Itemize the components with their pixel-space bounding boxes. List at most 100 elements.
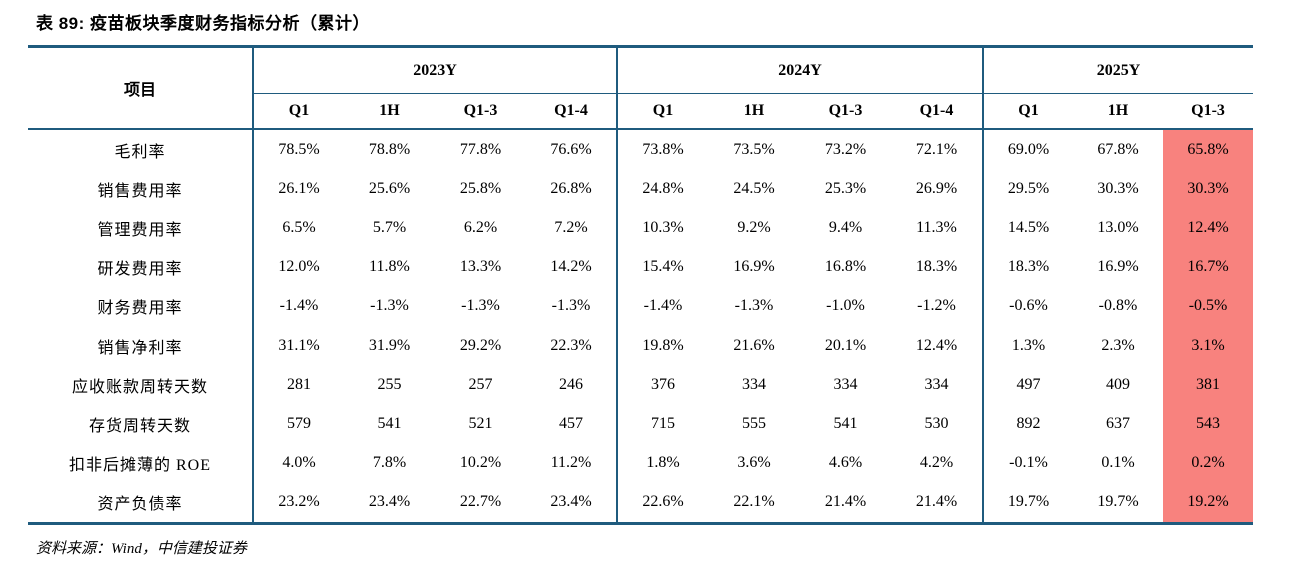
cell: 30.3%	[1097, 179, 1139, 197]
row-label: 销售净利率	[97, 339, 183, 357]
cell: 73.2%	[824, 140, 867, 158]
quarter-header-2025-1h: 1H	[1073, 93, 1163, 130]
cell: 76.6%	[550, 140, 592, 158]
quarter-header-2025-q1: Q1	[982, 93, 1073, 130]
quarter-header-2024-q1-3: Q1-3	[800, 93, 891, 130]
cell-highlighted: 12.4%	[1163, 208, 1254, 248]
cell: 6.5%	[252, 208, 344, 248]
cell: 25.6%	[368, 179, 411, 197]
cell: 22.7%	[459, 493, 502, 511]
year-header-2023: 2023Y	[252, 46, 617, 94]
table-row-inventory-turnover-days: 存货周转天数 579 541 521 457 715 555 541 530 8…	[28, 404, 1254, 444]
row-label: 销售费用率	[97, 182, 183, 200]
cell: 67.8%	[1097, 140, 1139, 158]
cell: 6.2%	[463, 218, 498, 236]
cell: 10.2%	[459, 454, 502, 472]
cell: 14.2%	[550, 258, 592, 276]
cell: 637	[1106, 414, 1130, 432]
cell: 246	[559, 375, 583, 393]
cell: 22.1%	[733, 493, 775, 511]
source-note: 资料来源：Wind，中信建投证券	[36, 540, 247, 557]
row-label: 财务费用率	[97, 300, 183, 318]
cell: 16.9%	[1097, 258, 1139, 276]
cell: -1.3%	[551, 297, 591, 315]
cell: 78.5%	[252, 129, 344, 170]
cell: 334	[833, 375, 858, 393]
cell: 376	[616, 365, 708, 405]
quarter-header-2023-1h: 1H	[344, 93, 435, 130]
table-row-selling-expense-ratio: 销售费用率 26.1% 25.6% 25.8% 26.8% 24.8% 24.5…	[28, 169, 1254, 209]
quarter-header-2024-1h: 1H	[708, 93, 800, 130]
cell: 25.8%	[459, 179, 502, 197]
cell: 579	[252, 404, 344, 444]
year-header-2024: 2024Y	[616, 46, 983, 94]
row-label: 存货周转天数	[88, 417, 191, 435]
cell: 257	[468, 375, 493, 393]
cell: 77.8%	[459, 140, 502, 158]
cell-highlighted: 30.3%	[1163, 169, 1254, 209]
cell: 521	[468, 414, 493, 432]
cell: 23.4%	[368, 493, 411, 511]
cell: 26.8%	[550, 179, 592, 197]
cell: 281	[252, 365, 344, 405]
quarter-header-2023-q1-4: Q1-4	[526, 93, 617, 130]
financial-indicators-table: 项目 2023Y 2024Y 2025Y Q1 1H Q1-3 Q1-4 Q1 …	[28, 45, 1254, 525]
cell: 21.4%	[824, 493, 867, 511]
table-row-gross-margin: 毛利率 78.5% 78.8% 77.8% 76.6% 73.8% 73.5% …	[28, 129, 1254, 170]
cell: 9.4%	[828, 218, 863, 236]
cell: 21.4%	[915, 493, 958, 511]
cell: 19.7%	[1097, 493, 1139, 511]
cell: 5.7%	[372, 218, 407, 236]
cell: 7.2%	[554, 218, 588, 236]
cell: 22.3%	[550, 336, 592, 354]
cell: 26.9%	[915, 179, 958, 197]
cell: -1.3%	[734, 297, 774, 315]
cell-highlighted: 16.7%	[1163, 247, 1254, 287]
cell: 31.1%	[252, 325, 344, 366]
cell: -1.2%	[917, 297, 956, 315]
cell: 555	[742, 414, 766, 432]
cell: -1.3%	[370, 297, 409, 315]
cell: 73.8%	[616, 129, 708, 170]
cell: 24.5%	[733, 179, 775, 197]
cell: 26.1%	[252, 169, 344, 209]
cell: 4.2%	[919, 454, 954, 472]
cell: 19.7%	[982, 482, 1073, 524]
cell: 31.9%	[368, 336, 411, 354]
cell-highlighted: 19.2%	[1163, 482, 1254, 524]
cell: 0.1%	[1101, 454, 1135, 472]
cell-highlighted: -0.5%	[1163, 286, 1254, 326]
cell: 16.9%	[733, 258, 775, 276]
cell: 3.6%	[737, 454, 771, 472]
table-row-finance-expense-ratio: 财务费用率 -1.4% -1.3% -1.3% -1.3% -1.4% -1.3…	[28, 286, 1254, 326]
cell: 715	[616, 404, 708, 444]
row-label: 研发费用率	[97, 261, 183, 279]
cell: 457	[559, 414, 583, 432]
table-row-admin-expense-ratio: 管理费用率 6.5% 5.7% 6.2% 7.2% 10.3% 9.2% 9.4…	[28, 208, 1254, 248]
quarter-header-2023-q1: Q1	[252, 93, 344, 130]
cell: 13.0%	[1097, 218, 1139, 236]
report-table-page: 表 89: 疫苗板块季度财务指标分析（累计） 项目 2023Y 2024Y 20…	[0, 9, 1291, 566]
cell: 11.2%	[550, 454, 592, 472]
table-row-rd-expense-ratio: 研发费用率 12.0% 11.8% 13.3% 14.2% 15.4% 16.9…	[28, 247, 1254, 287]
row-label: 资产负债率	[97, 496, 183, 514]
cell: 892	[982, 404, 1073, 444]
cell: 23.2%	[252, 482, 344, 524]
quarter-header-2024-q1: Q1	[616, 93, 708, 130]
cell: 72.1%	[915, 140, 958, 158]
cell: 530	[924, 414, 949, 432]
table-row-diluted-roe: 扣非后摊薄的 ROE 4.0% 7.8% 10.2% 11.2% 1.8% 3.…	[28, 443, 1254, 483]
cell: 24.8%	[616, 169, 708, 209]
row-label: 毛利率	[114, 143, 166, 161]
cell: 12.0%	[252, 247, 344, 287]
cell: -1.0%	[826, 297, 865, 315]
table-row-receivable-turnover-days: 应收账款周转天数 281 255 257 246 376 334 334 334…	[28, 365, 1254, 405]
cell: 541	[833, 414, 858, 432]
cell: 18.3%	[982, 247, 1073, 287]
cell: -0.6%	[982, 286, 1073, 326]
row-label: 应收账款周转天数	[71, 378, 208, 396]
cell: 541	[377, 414, 402, 432]
cell: 29.5%	[982, 169, 1073, 209]
cell: 334	[742, 375, 766, 393]
year-header-2025: 2025Y	[981, 46, 1254, 94]
